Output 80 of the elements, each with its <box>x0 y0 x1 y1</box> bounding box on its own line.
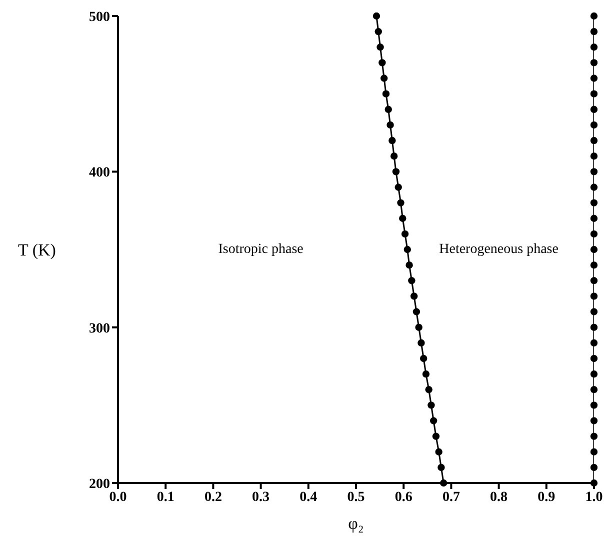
x-tick-label: 0.3 <box>252 490 270 505</box>
point <box>590 152 598 160</box>
point <box>406 261 413 269</box>
point <box>590 12 598 20</box>
point <box>430 417 438 424</box>
point <box>376 44 384 51</box>
point <box>425 386 432 394</box>
point <box>590 44 598 51</box>
point <box>432 432 440 440</box>
annotation: Heterogeneous phase <box>439 242 558 258</box>
point <box>378 59 386 66</box>
point <box>590 261 598 269</box>
point <box>388 136 396 144</box>
x-tick-label: 0.9 <box>538 490 556 505</box>
x-tick-label: 0.1 <box>156 490 174 505</box>
x-tick-label: 0.5 <box>347 490 365 505</box>
x-tick-label: 1.0 <box>585 490 603 505</box>
point <box>380 74 388 82</box>
y-tick-label: 200 <box>89 476 110 492</box>
point <box>590 464 598 472</box>
annotation: Isotropic phase <box>218 242 304 258</box>
point <box>384 106 392 113</box>
x-axis-title: φ₂ <box>348 514 364 533</box>
x-tick-label: 0.8 <box>490 490 508 505</box>
point <box>418 339 425 346</box>
point <box>410 292 418 300</box>
point <box>428 402 435 409</box>
point <box>415 324 422 331</box>
point <box>440 479 448 487</box>
point <box>590 121 598 129</box>
point <box>382 90 390 98</box>
point <box>590 59 598 66</box>
point <box>590 308 598 316</box>
point <box>590 370 598 378</box>
y-tick-label: 500 <box>89 10 110 25</box>
point <box>590 432 598 440</box>
point <box>590 199 598 206</box>
x-tick-label: 0.0 <box>109 490 127 505</box>
point <box>399 214 406 222</box>
point <box>401 230 409 238</box>
y-tick-label: 300 <box>89 321 110 336</box>
point <box>374 28 382 36</box>
point <box>392 168 400 176</box>
point <box>394 184 402 191</box>
point <box>422 370 430 378</box>
point <box>408 277 416 284</box>
point <box>386 121 394 129</box>
point <box>590 168 598 176</box>
point <box>590 386 598 394</box>
point <box>590 277 598 284</box>
x-tick-label: 0.6 <box>394 490 412 505</box>
point <box>590 417 598 424</box>
point <box>372 12 380 20</box>
point <box>390 152 398 160</box>
point <box>590 230 598 238</box>
x-tick-label: 0.7 <box>442 490 460 505</box>
point <box>590 448 598 456</box>
point <box>590 74 598 82</box>
point <box>590 214 598 222</box>
point <box>412 308 420 316</box>
point <box>590 246 598 254</box>
x-tick-label: 0.2 <box>204 490 222 505</box>
point <box>590 136 598 144</box>
x-tick-label: 0.4 <box>300 490 318 505</box>
point <box>435 448 442 456</box>
y-axis-title: T (K) <box>18 240 56 260</box>
point <box>438 464 445 472</box>
point <box>590 402 598 409</box>
point <box>590 324 598 331</box>
point <box>420 354 428 362</box>
point <box>590 106 598 113</box>
point <box>590 28 598 36</box>
point <box>590 90 598 98</box>
point <box>590 184 598 191</box>
point <box>590 354 598 362</box>
point <box>397 199 404 206</box>
point <box>404 246 412 254</box>
point <box>590 339 598 346</box>
y-tick-label: 400 <box>89 166 110 181</box>
point <box>590 292 598 300</box>
